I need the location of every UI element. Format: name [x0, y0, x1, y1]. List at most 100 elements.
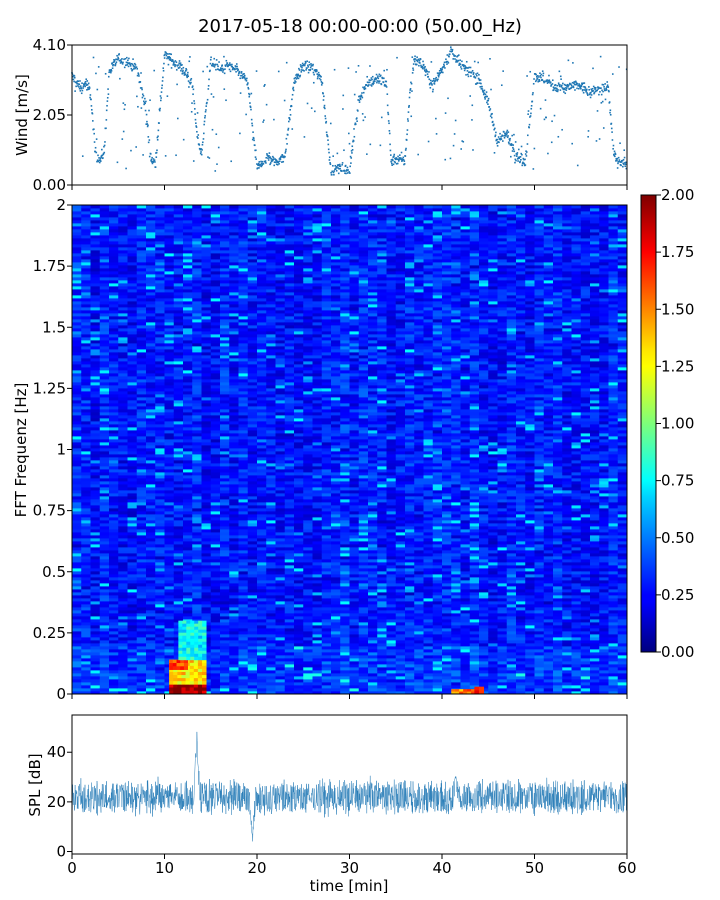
wind-point	[256, 167, 259, 169]
spectrogram-cell	[247, 598, 258, 602]
wind-point	[78, 87, 81, 90]
spectrogram-cell	[201, 547, 212, 551]
spectrogram-cell	[136, 265, 147, 269]
wind-point	[355, 117, 358, 119]
spectrogram-cell	[81, 454, 91, 458]
spectrogram-cell	[220, 241, 230, 245]
spectrogram-cell	[90, 451, 101, 455]
spectrogram-cell	[173, 559, 184, 563]
spectrogram-cell	[257, 403, 267, 407]
spectrogram-cell	[238, 544, 249, 548]
wind-point	[284, 155, 286, 158]
spectrogram-cell	[127, 640, 138, 644]
spectrogram-cell	[99, 532, 110, 536]
wind-point	[105, 127, 107, 130]
wind-point	[188, 60, 191, 63]
spectrogram-cell	[220, 448, 230, 452]
spectrogram-cell	[118, 364, 128, 368]
spectrogram-cell	[229, 400, 239, 404]
wind-point	[487, 97, 490, 100]
spectrogram-cell	[72, 415, 82, 419]
wind-point	[580, 85, 583, 88]
wind-point	[199, 152, 202, 155]
spectrogram-cell	[201, 526, 212, 530]
wind-point	[590, 88, 593, 91]
wind-point	[156, 149, 158, 152]
spectrogram-cell	[210, 244, 221, 248]
spectrogram-cell	[192, 460, 202, 464]
wind-point	[284, 152, 287, 154]
spectrogram-cell	[229, 517, 239, 521]
wind-point	[116, 58, 119, 61]
spectrogram-cell	[118, 391, 128, 395]
spectrogram-cell	[210, 400, 221, 404]
spectrogram-cell	[81, 460, 91, 464]
spectrogram-cell	[72, 583, 82, 587]
spectrogram-cell	[90, 364, 101, 368]
spectrogram-cell	[127, 205, 138, 209]
spectrogram-cell	[90, 643, 101, 647]
spectrogram-cell	[238, 643, 249, 647]
spectrogram-cell	[99, 277, 110, 281]
spectrogram-cell	[201, 508, 212, 512]
wind-point	[553, 87, 555, 90]
wind-point	[516, 153, 518, 156]
spectrogram-cell	[146, 529, 156, 533]
spectrogram-cell	[146, 331, 156, 335]
wind-point	[519, 156, 522, 158]
spectrogram-cell	[183, 289, 193, 293]
spectrogram-cell	[81, 508, 91, 512]
spectrogram-cell	[210, 358, 221, 362]
spectrogram-cell	[81, 688, 91, 692]
spectrogram-cell	[155, 217, 165, 221]
wind-point	[130, 62, 133, 65]
wind-point	[481, 88, 484, 90]
spectrogram-cell	[155, 583, 165, 587]
spectrogram-cell	[127, 391, 138, 395]
spectrogram-cell	[109, 640, 119, 644]
spectrogram-cell	[81, 394, 91, 398]
spectrogram-cell	[183, 259, 193, 263]
spectrogram-cell	[201, 517, 212, 521]
wind-point	[220, 68, 222, 70]
spectrogram-cell	[210, 346, 221, 350]
wind-point	[513, 154, 516, 157]
spectrogram-cell	[229, 628, 239, 632]
spectrogram-cell	[220, 487, 230, 491]
spectrogram-cell	[201, 466, 212, 470]
spectrogram-cell	[210, 616, 221, 620]
spectrogram-cell	[257, 496, 267, 500]
spectrogram-cell	[247, 670, 258, 674]
spectrogram-cell	[146, 463, 156, 467]
spectrogram-cell	[164, 238, 175, 242]
spectrogram-cell	[72, 370, 82, 374]
spectrogram-cell	[164, 421, 175, 425]
spectrogram-cell	[81, 421, 91, 425]
spectrogram-cell	[210, 343, 221, 347]
spectrogram-cell	[99, 619, 110, 623]
wind-point	[591, 88, 594, 90]
spectrogram-cell	[164, 541, 175, 545]
spectrogram-cell	[257, 607, 267, 611]
spectrogram-cell	[99, 448, 110, 452]
spectrogram-cell	[146, 373, 156, 377]
spectrogram-cell	[109, 478, 119, 482]
wind-point	[194, 118, 197, 121]
wind-point	[495, 131, 497, 134]
wind-point	[494, 127, 496, 130]
spectrogram-cell	[220, 208, 230, 212]
spectrogram-cell	[183, 214, 193, 218]
spectrogram-cell	[192, 343, 202, 347]
spectrogram-cell	[136, 262, 147, 266]
spectrogram-cell	[173, 460, 184, 464]
wind-point	[470, 75, 472, 77]
wind-point	[237, 74, 240, 76]
spectrogram-cell	[136, 529, 147, 533]
wind-point	[485, 91, 488, 93]
spectrogram-cell	[257, 547, 267, 551]
spectrogram-cell	[238, 280, 249, 284]
spectrogram-cell	[127, 217, 138, 221]
spectrogram-cell	[146, 379, 156, 383]
spectrogram-cell	[127, 292, 138, 296]
spectrogram-cell	[183, 532, 193, 536]
